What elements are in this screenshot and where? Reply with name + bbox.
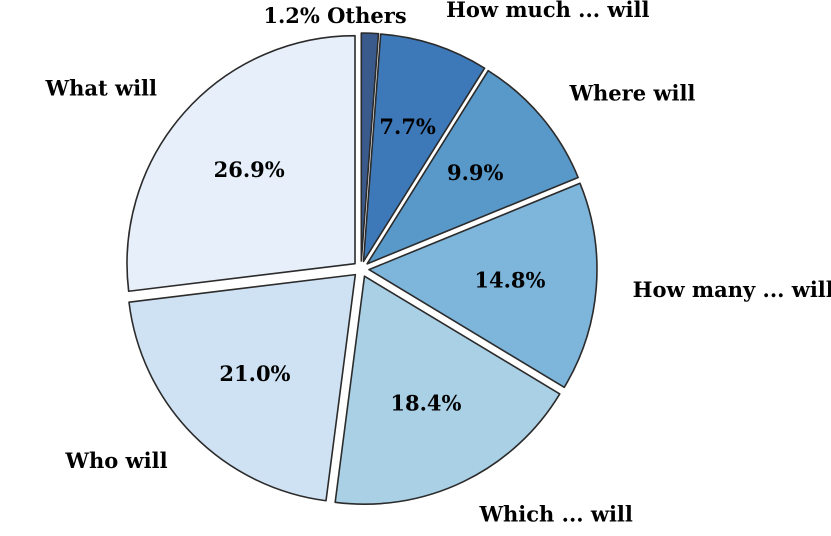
pie-slice-others <box>360 32 380 262</box>
pie-pct-label-how-much-will: 7.7% <box>379 114 436 139</box>
pie-pct-label-which-will: 18.4% <box>390 391 461 416</box>
pie-pct-label-where-will: 9.9% <box>447 160 504 185</box>
pie-category-label-how-many-will: How many ... will <box>633 277 831 302</box>
pie-category-label-where-will: Where will <box>568 81 695 106</box>
pie-slice-which-will <box>334 275 561 505</box>
pie-slices <box>126 32 598 505</box>
pie-pct-label-what-will: 26.9% <box>214 157 285 182</box>
pie-slice-how-much-will <box>362 33 486 263</box>
pie-pct-label-who-will: 21.0% <box>219 361 290 386</box>
pie-slice-where-will <box>366 69 579 265</box>
pie-slice-who-will <box>128 273 357 502</box>
pie-category-label-others: 1.2% Others <box>263 3 406 28</box>
pie-category-label-how-much-will: How much ... will <box>446 0 649 22</box>
pie-labels: 1.2% Others 7.7% How much ... will 9.9% Wher… <box>45 0 831 526</box>
pie-category-label-what-will: What will <box>45 75 158 100</box>
pie-category-label-which-will: Which ... will <box>478 501 632 526</box>
pie-category-label-who-will: Who will <box>64 448 167 473</box>
pie-slice-what-will <box>126 34 356 293</box>
pie-slice-how-many-will <box>368 182 598 389</box>
pie-pct-label-how-many-will: 14.8% <box>474 267 545 292</box>
